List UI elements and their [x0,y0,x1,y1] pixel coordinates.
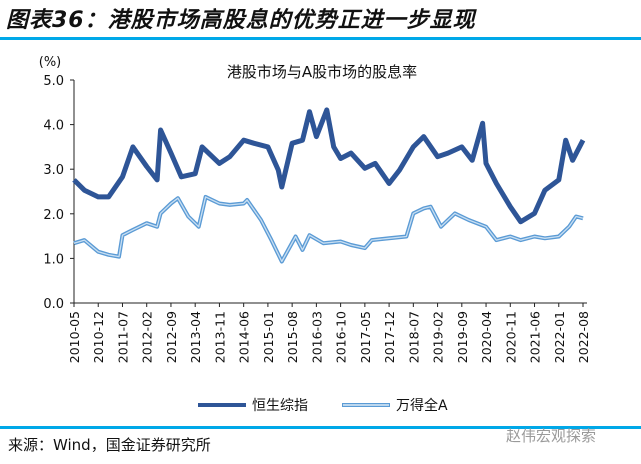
x-tick-label: 2014-06 [237,311,252,363]
x-tick-label: 2016-10 [334,311,349,363]
y-axis-unit: (%) [39,55,62,70]
y-tick-label: 1.0 [43,252,64,267]
x-tick-label: 2019-09 [455,311,470,363]
x-tick-label: 2013-11 [212,311,227,363]
x-tick-label: 2019-02 [431,311,446,363]
x-tick-label: 2013-04 [188,311,203,363]
y-tick-label: 4.0 [43,119,64,134]
top-divider [0,37,641,40]
x-tick-label: 2017-05 [358,311,373,363]
y-tick-label: 2.0 [43,208,64,223]
x-tick-label: 2012-09 [164,311,179,363]
legend: 恒生综指 万得全A [198,397,448,414]
x-tick-label: 2020-04 [479,311,494,363]
series-line-winda [73,194,584,264]
dividend-yield-chart: 港股市场与A股市场的股息率 (%) 0.0 1.0 2.0 3.0 4.0 5.0 2010… [39,55,591,414]
bottom-divider [0,426,641,429]
x-tick-label: 2010-05 [67,311,82,363]
series-line-winda-core [73,196,584,263]
x-tick-label: 2018-07 [406,311,421,363]
x-tick-label: 2015-08 [285,311,300,363]
chart-title: 港股市场与A股市场的股息率 [227,63,417,81]
watermark: 赵伟宏观探索 [506,427,597,445]
y-tick-label: 3.0 [43,163,64,178]
source-note: 来源：Wind，国金证券研究所 [8,436,211,454]
y-tick-label: 0.0 [43,297,64,312]
series-line-hsci [72,107,586,225]
y-tick-label: 5.0 [43,74,64,89]
x-tick-label: 2022-08 [576,311,591,363]
x-tick-label: 2022-01 [552,311,567,363]
figure-title: 图表36：港股市场高股息的优势正进一步显现 [6,8,476,33]
x-tick-label: 2012-02 [140,311,155,363]
x-tick-label: 2017-12 [382,311,397,363]
x-tick-label: 2010-12 [91,311,106,363]
legend-label-winda: 万得全A [396,397,448,414]
x-tick-label: 2011-07 [115,311,130,363]
x-tick-label: 2021-06 [528,311,543,363]
x-tick-label: 2016-03 [309,311,324,363]
legend-label-hsci: 恒生综指 [252,398,308,414]
x-tick-label: 2020-11 [503,311,518,363]
x-tick-label: 2015-01 [261,311,276,363]
